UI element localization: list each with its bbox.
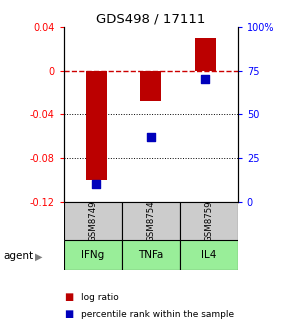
- Text: IL4: IL4: [201, 250, 217, 260]
- Bar: [86, 71, 107, 180]
- Point: [94, 181, 99, 187]
- Text: agent: agent: [3, 251, 33, 261]
- Bar: [195, 38, 215, 71]
- Text: log ratio: log ratio: [81, 293, 119, 302]
- Text: ■: ■: [64, 292, 73, 302]
- Bar: [122, 202, 180, 240]
- Bar: [64, 202, 122, 240]
- Text: GSM8754: GSM8754: [146, 200, 155, 242]
- Bar: [122, 240, 180, 270]
- Point: [148, 134, 153, 140]
- Bar: [64, 240, 122, 270]
- Bar: [180, 202, 238, 240]
- Text: ▶: ▶: [35, 251, 43, 261]
- Text: TNFa: TNFa: [138, 250, 164, 260]
- Bar: [140, 71, 161, 101]
- Text: IFNg: IFNg: [81, 250, 104, 260]
- Text: ■: ■: [64, 309, 73, 319]
- Text: GSM8749: GSM8749: [88, 200, 97, 242]
- Text: GSM8759: GSM8759: [204, 200, 213, 242]
- Text: percentile rank within the sample: percentile rank within the sample: [81, 310, 234, 319]
- Point: [203, 77, 207, 82]
- Title: GDS498 / 17111: GDS498 / 17111: [96, 13, 206, 26]
- Bar: [180, 240, 238, 270]
